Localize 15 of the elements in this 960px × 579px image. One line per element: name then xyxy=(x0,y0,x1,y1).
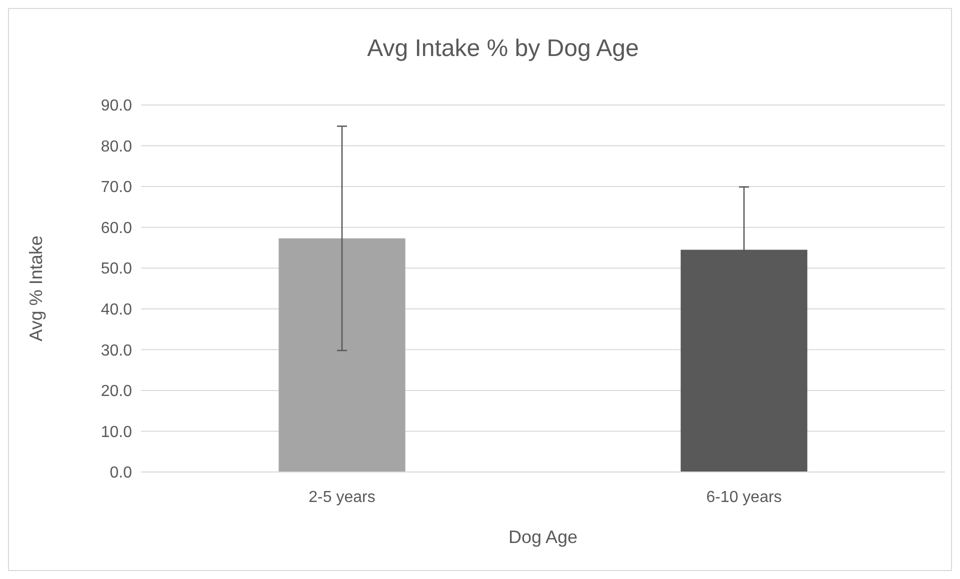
y-tick-label: 10.0 xyxy=(100,424,132,441)
y-tick-label: 50.0 xyxy=(100,260,132,278)
x-tick-label: 6-10 years xyxy=(706,489,782,506)
y-tick-label: 90.0 xyxy=(100,98,132,115)
y-tick-label: 60.0 xyxy=(100,220,132,237)
chart-title: Avg Intake % by Dog Age xyxy=(367,35,639,62)
y-tick-label: 80.0 xyxy=(100,138,132,156)
y-tick-label: 70.0 xyxy=(100,179,132,196)
y-tick-label: 40.0 xyxy=(100,301,132,318)
x-axis-title: Dog Age xyxy=(508,527,578,547)
y-tick-label: 30.0 xyxy=(100,342,132,360)
y-tick-label: 20.0 xyxy=(100,383,132,400)
y-tick-label: 0.0 xyxy=(110,464,132,482)
x-tick-label: 2-5 years xyxy=(308,489,376,506)
y-axis-title: Avg % Intake xyxy=(26,236,46,342)
